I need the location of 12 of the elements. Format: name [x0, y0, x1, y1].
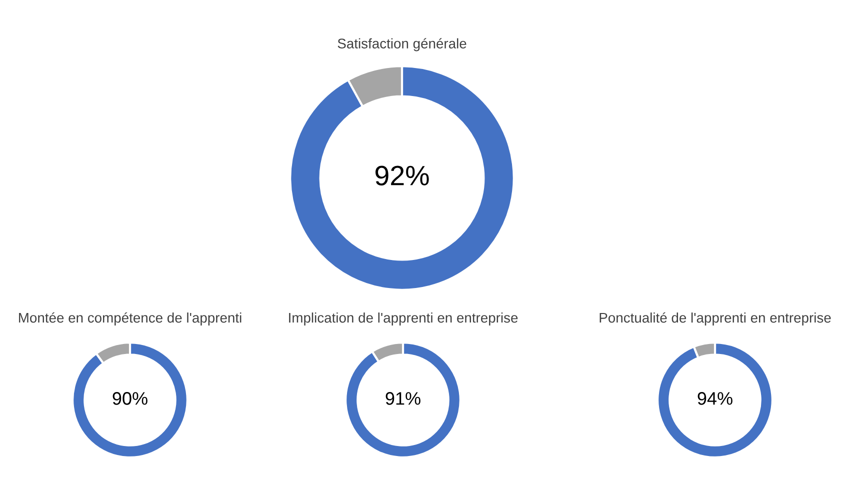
data-label: 94%	[698, 392, 732, 405]
donut-slice	[656, 342, 774, 458]
data-label: 92%	[376, 166, 429, 186]
chart-title: Montée en compétence de l'apprenti	[19, 312, 242, 326]
chart-title: Satisfaction générale	[338, 38, 466, 52]
chart-title: Ponctualité de l'apprenti en entreprise	[600, 312, 831, 326]
chart-title: Implication de l'apprenti en entreprise	[289, 312, 518, 326]
donut-slice	[289, 65, 515, 291]
donut-slice	[344, 342, 462, 458]
data-label: 90%	[112, 392, 148, 405]
data-label: 91%	[386, 392, 420, 405]
donut-slice	[72, 342, 188, 458]
